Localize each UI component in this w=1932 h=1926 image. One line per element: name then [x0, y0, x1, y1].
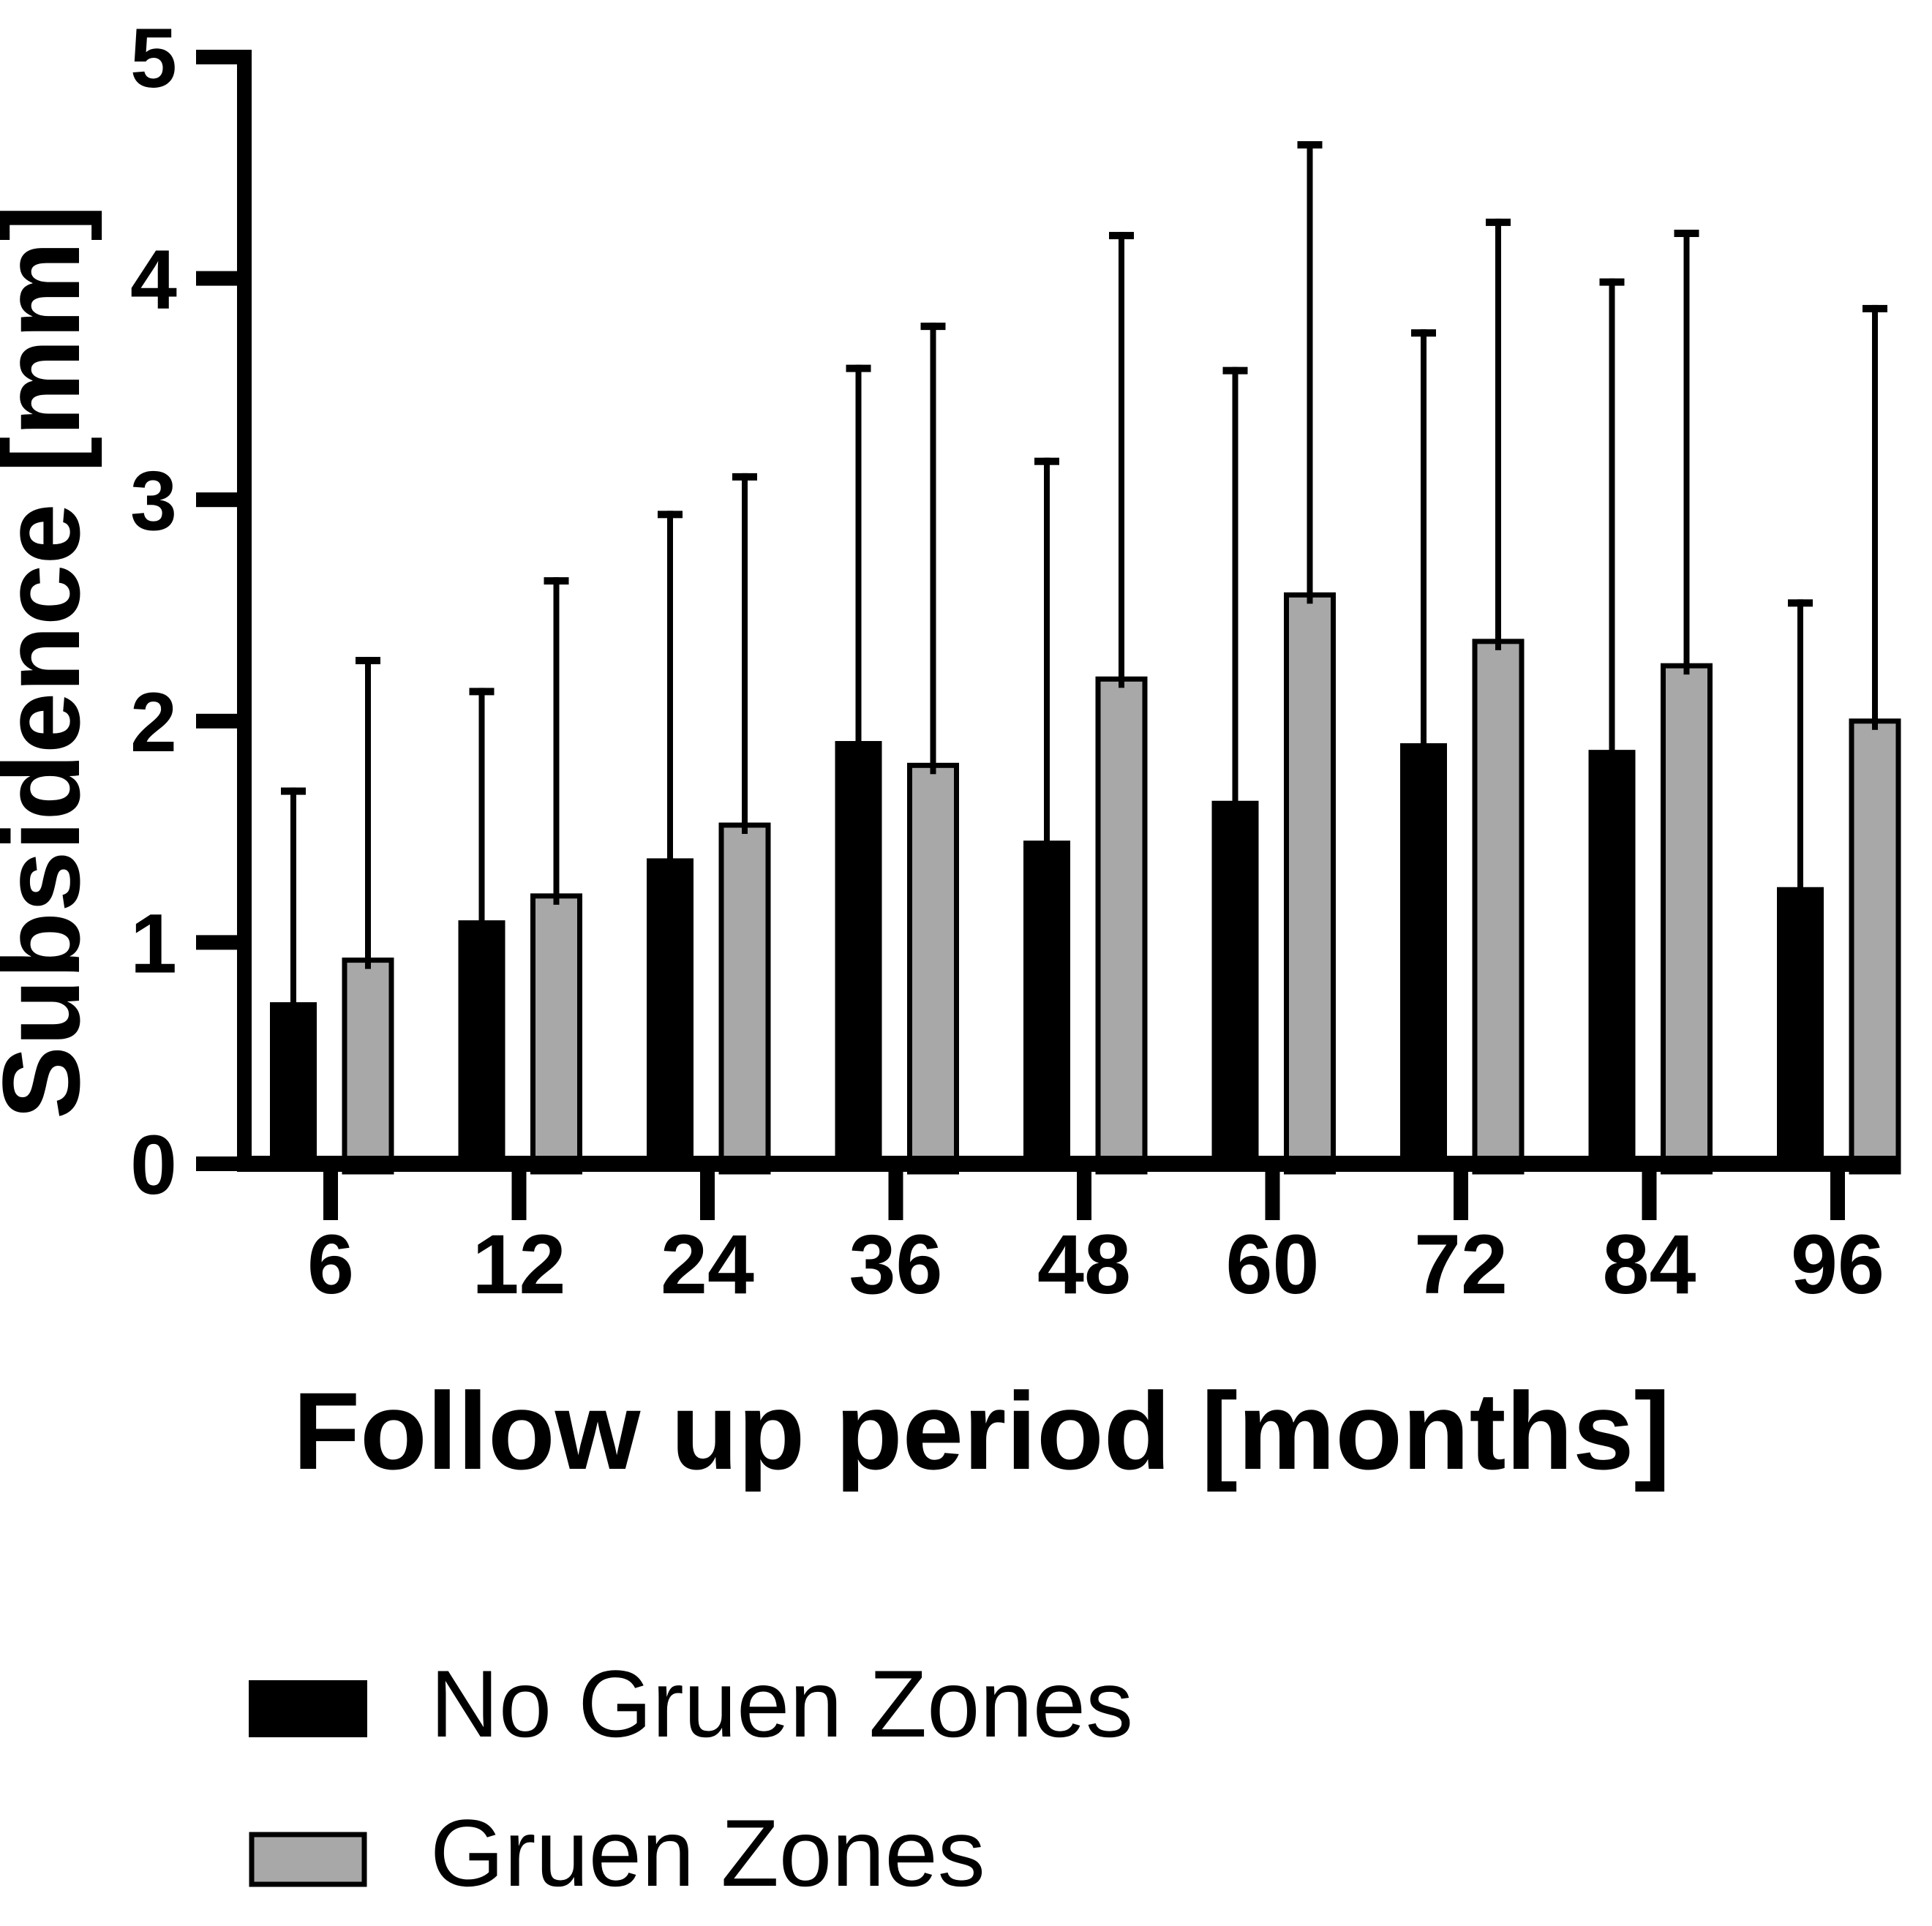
error-bar-line [1044, 457, 1050, 850]
y-tick-label-1: 1 [130, 897, 177, 990]
x-tick-label-60: 60 [1226, 1218, 1320, 1312]
bar-gruen-zones-36 [907, 762, 959, 1175]
error-bar-cap [1109, 232, 1134, 240]
bar-no-gruen-zones-48 [1023, 840, 1070, 1172]
x-axis-title: Follow up period [months] [293, 1369, 1670, 1492]
error-bar-cap [1222, 366, 1248, 375]
x-tick-36 [888, 1164, 903, 1220]
axes-layer [237, 50, 1896, 1172]
bar-gruen-zones-24 [718, 822, 771, 1175]
x-tick-label-36: 36 [849, 1218, 943, 1312]
error-bar-line [1872, 304, 1878, 730]
y-tick-label-0: 0 [130, 1118, 177, 1212]
error-bar-line [478, 688, 485, 930]
error-bar-line [1421, 329, 1427, 753]
bar-no-gruen-zones-84 [1588, 750, 1636, 1172]
legend: No Gruen Zones Gruen Zones [249, 1650, 1133, 1906]
error-bar-cap [356, 657, 380, 665]
x-tick-48 [1077, 1164, 1091, 1220]
error-bar-cap [281, 787, 306, 795]
x-tick-72 [1454, 1164, 1468, 1220]
x-tick-label-96: 96 [1791, 1218, 1884, 1312]
bar-gruen-zones-96 [1849, 718, 1901, 1175]
x-tick-84 [1642, 1164, 1657, 1220]
error-bar-line [553, 577, 560, 905]
y-tick-label-4: 4 [130, 233, 177, 327]
x-axis-line [237, 1156, 1896, 1172]
x-tick-12 [511, 1164, 527, 1220]
bars-layer [270, 592, 1901, 1175]
error-bar-line [1307, 140, 1313, 604]
error-bar-line [1119, 232, 1124, 688]
error-bar-cap [732, 473, 757, 481]
x-tick-label-6: 6 [307, 1218, 354, 1312]
error-bar-line [290, 787, 296, 1012]
bar-gruen-zones-6 [342, 958, 394, 1175]
error-bar-cap [469, 688, 495, 696]
error-bar-cap [1788, 599, 1813, 607]
bar-no-gruen-zones-6 [270, 1002, 317, 1172]
error-bar-line [1683, 230, 1690, 675]
y-axis-line [237, 50, 252, 1172]
error-bar-line [742, 473, 748, 835]
bar-no-gruen-zones-24 [647, 858, 694, 1172]
x-tick-label-72: 72 [1414, 1218, 1508, 1312]
error-bar-line [365, 657, 371, 969]
y-tick-label-3: 3 [130, 454, 177, 548]
error-bar-line [930, 323, 936, 775]
x-tick-label-84: 84 [1603, 1218, 1696, 1312]
legend-swatch-gruen-zones [249, 1832, 367, 1887]
bar-no-gruen-zones-36 [835, 741, 882, 1172]
error-bar-cap [544, 577, 569, 585]
error-bar-line [667, 511, 673, 868]
y-tick-3 [196, 492, 237, 508]
error-bar-cap [1486, 218, 1511, 226]
legend-swatch-no-gruen-zones [249, 1680, 367, 1737]
y-axis-title: Subsidence [mm] [0, 205, 102, 1119]
error-bar-cap [1297, 140, 1323, 148]
y-tick-0 [196, 1156, 237, 1171]
error-bar-cap [846, 364, 871, 372]
y-tick-label-5: 5 [130, 12, 177, 105]
bar-gruen-zones-60 [1284, 592, 1336, 1175]
bar-no-gruen-zones-72 [1400, 743, 1447, 1172]
bar-gruen-zones-72 [1472, 639, 1525, 1175]
x-tick-24 [700, 1164, 715, 1220]
bar-no-gruen-zones-96 [1777, 887, 1824, 1172]
x-tick-label-12: 12 [473, 1218, 566, 1312]
error-bar-line [855, 364, 862, 751]
x-tick-label-24: 24 [661, 1218, 754, 1312]
bar-gruen-zones-84 [1661, 663, 1713, 1175]
error-bar-line [1609, 278, 1615, 759]
legend-label-gruen-zones: Gruen Zones [430, 1799, 985, 1906]
error-bar-cap [658, 511, 683, 519]
error-bar-cap [1674, 230, 1699, 238]
error-bar-line [1797, 599, 1803, 896]
error-bar-line [1495, 218, 1501, 650]
y-tick-label-2: 2 [130, 676, 177, 770]
x-tick-6 [323, 1164, 338, 1220]
x-tick-96 [1830, 1164, 1845, 1220]
error-bar-cap [1599, 278, 1625, 286]
bar-gruen-zones-48 [1095, 676, 1148, 1175]
y-tick-4 [196, 271, 237, 286]
x-tick-label-48: 48 [1037, 1218, 1131, 1312]
y-tick-1 [196, 935, 237, 950]
error-bar-cap [1034, 457, 1059, 465]
legend-label-no-gruen-zones: No Gruen Zones [430, 1650, 1133, 1757]
x-tick-60 [1265, 1164, 1280, 1220]
error-bar-cap [1411, 329, 1436, 337]
y-tick-5 [196, 50, 237, 64]
bar-no-gruen-zones-12 [458, 920, 505, 1172]
bar-gruen-zones-12 [530, 893, 582, 1175]
error-bar-cap [1863, 304, 1887, 312]
error-bar-line [1232, 366, 1238, 810]
y-tick-2 [196, 713, 237, 729]
bar-no-gruen-zones-60 [1211, 800, 1259, 1172]
error-bar-cap [920, 323, 946, 331]
error-bars-layer [281, 140, 1887, 1012]
